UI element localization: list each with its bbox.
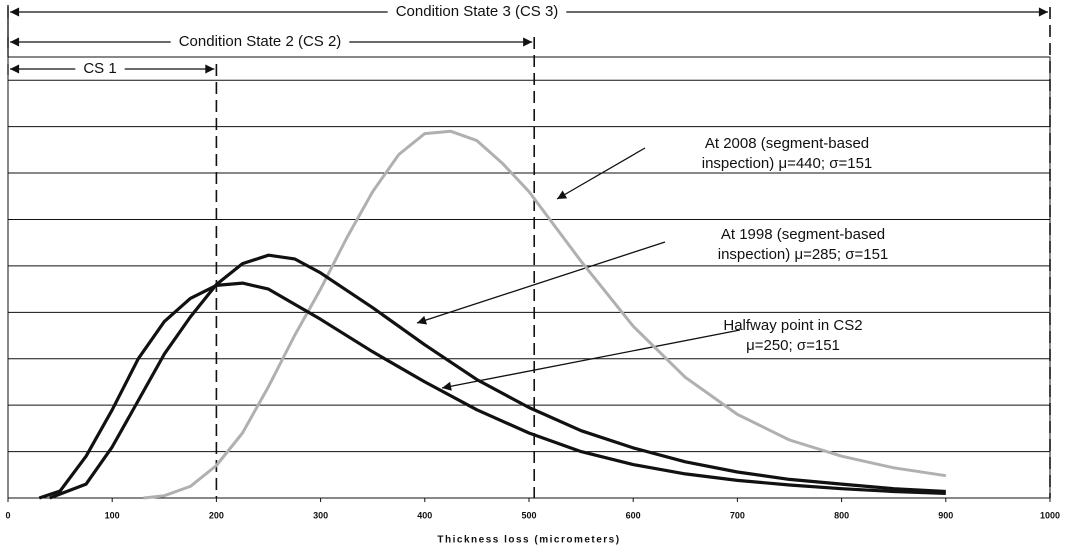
x-tick-label: 200 bbox=[209, 510, 224, 520]
x-tick-label: 500 bbox=[521, 510, 536, 520]
x-tick-label: 400 bbox=[417, 510, 432, 520]
annotation: Halfway point in CS2 bbox=[723, 317, 862, 334]
series-line bbox=[143, 129, 947, 500]
x-tick-label: 100 bbox=[105, 510, 120, 520]
annotation: At 1998 (segment-based bbox=[721, 226, 885, 243]
x-tick-label: 1000 bbox=[1040, 510, 1060, 520]
x-tick-label: 600 bbox=[626, 510, 641, 520]
annotation-arrow bbox=[416, 241, 666, 325]
range-label: CS 1 bbox=[83, 60, 116, 77]
annotation: At 2008 (segment-based bbox=[705, 135, 869, 152]
annotation: μ=250; σ=151 bbox=[746, 337, 840, 354]
annotation: inspection) μ=440; σ=151 bbox=[702, 155, 873, 172]
x-tick-label: 800 bbox=[834, 510, 849, 520]
x-axis-label: Thickness loss (micrometers) bbox=[437, 535, 620, 546]
range-label: Condition State 2 (CS 2) bbox=[179, 33, 342, 50]
annotation: inspection) μ=285; σ=151 bbox=[718, 246, 889, 263]
range-label: Condition State 3 (CS 3) bbox=[396, 3, 559, 20]
x-tick-label: 300 bbox=[313, 510, 328, 520]
series-line bbox=[49, 253, 946, 500]
x-tick-label: 900 bbox=[938, 510, 953, 520]
series-line bbox=[38, 281, 946, 500]
x-tick-label: 700 bbox=[730, 510, 745, 520]
x-tick-label: 0 bbox=[5, 510, 10, 520]
